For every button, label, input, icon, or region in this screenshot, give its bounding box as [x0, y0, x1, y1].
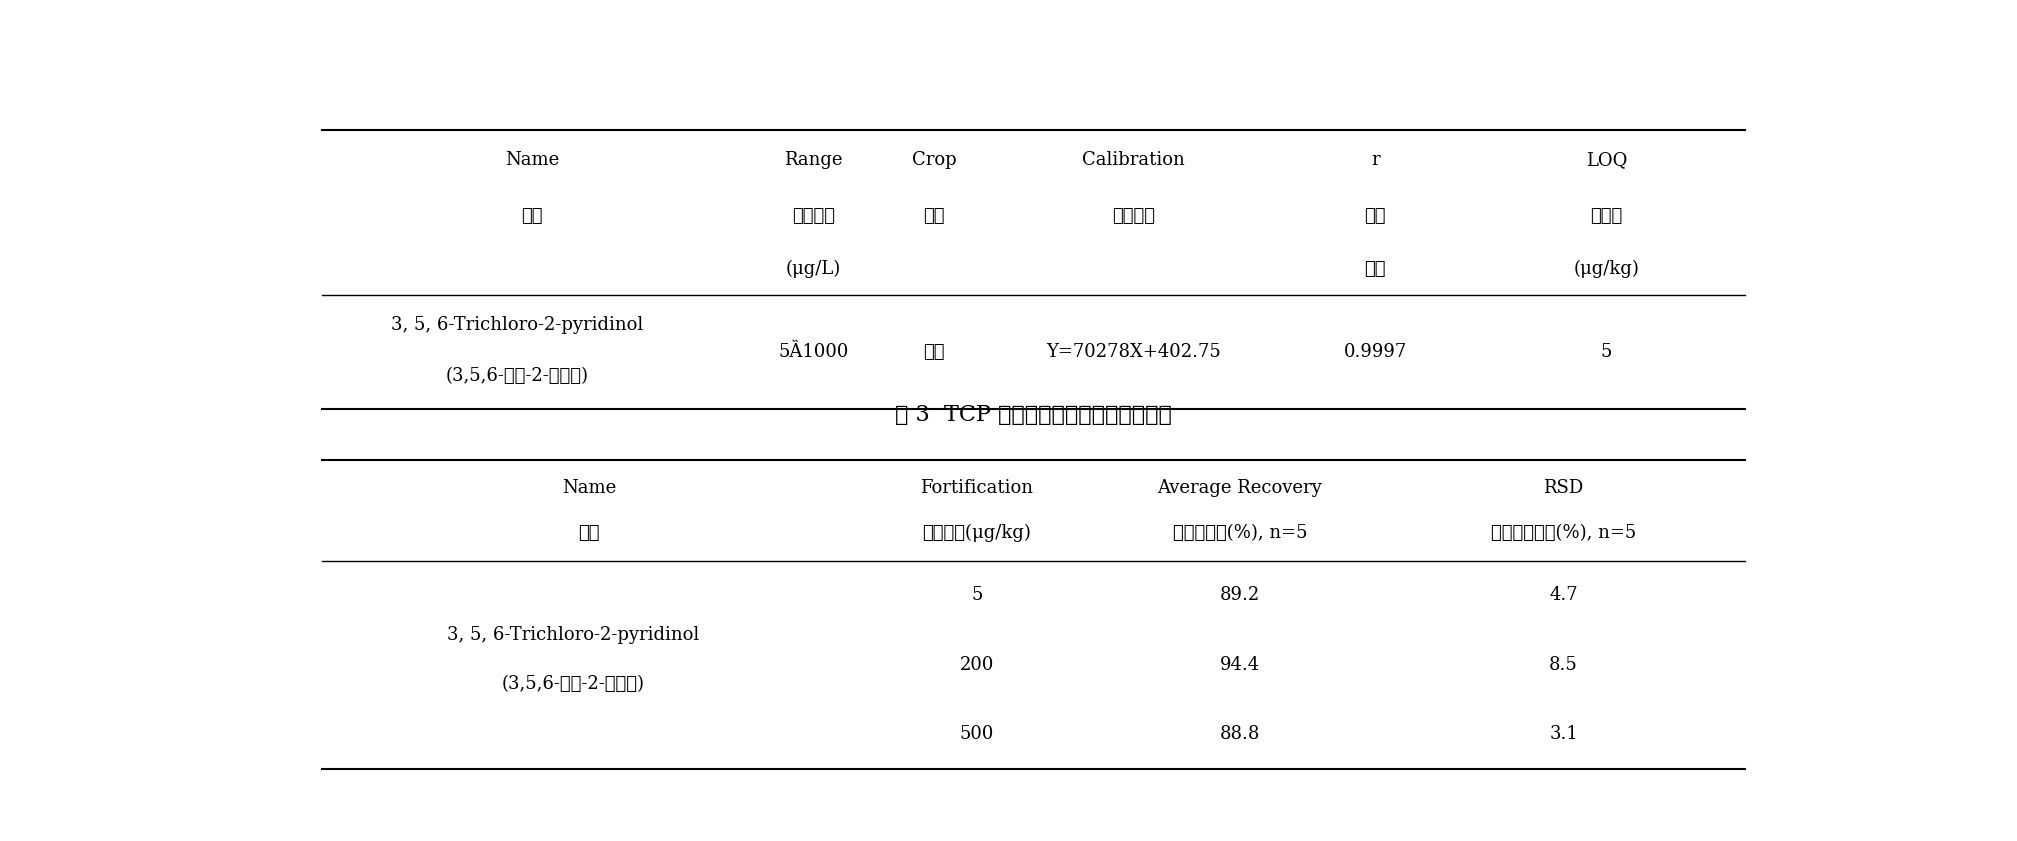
- Text: 8.5: 8.5: [1549, 656, 1577, 674]
- Text: 5Ȁ1000: 5Ȁ1000: [779, 343, 849, 361]
- Text: Crop: Crop: [912, 151, 956, 169]
- Text: r: r: [1372, 151, 1380, 169]
- Text: 4.7: 4.7: [1549, 586, 1577, 605]
- Text: (3,5,6-三氯-2-吵啊醇): (3,5,6-三氯-2-吵啊醇): [502, 675, 645, 693]
- Text: 94.4: 94.4: [1220, 656, 1261, 674]
- Text: 88.8: 88.8: [1220, 725, 1261, 743]
- Text: 线性范围: 线性范围: [793, 207, 835, 225]
- Text: 名称: 名称: [522, 207, 543, 225]
- Text: 系数: 系数: [1363, 260, 1386, 278]
- Text: Y=70278X+402.75: Y=70278X+402.75: [1047, 343, 1220, 361]
- Text: 平均回收率(%), n=5: 平均回收率(%), n=5: [1172, 524, 1307, 542]
- Text: Name: Name: [504, 151, 559, 169]
- Text: (μg/L): (μg/L): [785, 260, 841, 278]
- Text: (3,5,6-三氯-2-吵啊醇): (3,5,6-三氯-2-吵啊醇): [446, 368, 589, 385]
- Text: 200: 200: [960, 656, 994, 674]
- Text: 作物: 作物: [924, 207, 944, 225]
- Text: RSD: RSD: [1543, 479, 1583, 497]
- Text: 韭菜: 韭菜: [924, 343, 944, 361]
- Text: Calibration: Calibration: [1081, 151, 1184, 169]
- Text: 标准曲线: 标准曲线: [1111, 207, 1156, 225]
- Text: 0.9997: 0.9997: [1343, 343, 1406, 361]
- Text: 相关: 相关: [1363, 207, 1386, 225]
- Text: 3.1: 3.1: [1549, 725, 1577, 743]
- Text: 相对标准偏差(%), n=5: 相对标准偏差(%), n=5: [1491, 524, 1636, 542]
- Text: 名称: 名称: [579, 524, 599, 542]
- Text: Name: Name: [563, 479, 617, 497]
- Text: 5: 5: [970, 586, 982, 605]
- Text: Average Recovery: Average Recovery: [1158, 479, 1323, 497]
- Text: 3, 5, 6-Trichloro-2-pyridinol: 3, 5, 6-Trichloro-2-pyridinol: [391, 315, 643, 334]
- Text: 表 3  TCP 的平均回收率及相对标准偏差: 表 3 TCP 的平均回收率及相对标准偏差: [896, 404, 1172, 426]
- Text: 5: 5: [1601, 343, 1612, 361]
- Text: Range: Range: [785, 151, 843, 169]
- Text: Fortification: Fortification: [920, 479, 1033, 497]
- Text: LOQ: LOQ: [1585, 151, 1628, 169]
- Text: 89.2: 89.2: [1220, 586, 1261, 605]
- Text: 添加浓度(μg/kg): 添加浓度(μg/kg): [922, 523, 1031, 542]
- Text: 500: 500: [960, 725, 994, 743]
- Text: 3, 5, 6-Trichloro-2-pyridinol: 3, 5, 6-Trichloro-2-pyridinol: [448, 627, 700, 644]
- Text: (μg/kg): (μg/kg): [1573, 260, 1640, 278]
- Text: 定量限: 定量限: [1589, 207, 1622, 225]
